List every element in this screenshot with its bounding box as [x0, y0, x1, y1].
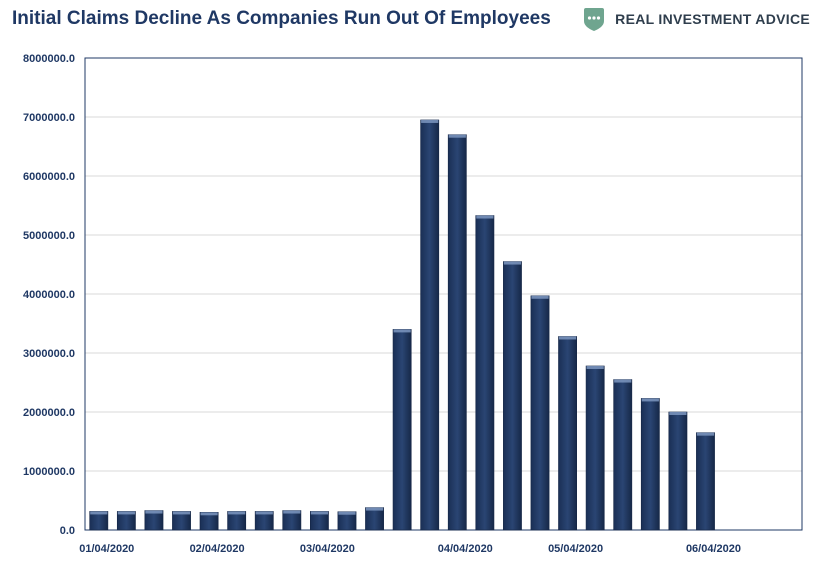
- ellipsis-badge-icon: [584, 8, 605, 31]
- y-tick-label: 1000000.0: [23, 466, 75, 478]
- bar-highlight: [476, 215, 494, 219]
- bar-highlight: [641, 398, 659, 402]
- bars: [89, 119, 715, 531]
- bar-highlight: [117, 511, 135, 515]
- brand-logo-group: REAL INVESTMENT ADVICE: [581, 6, 810, 32]
- bar: [613, 379, 633, 531]
- y-tick-label: 7000000.0: [23, 112, 75, 124]
- bar: [558, 336, 577, 531]
- bar-highlight: [283, 510, 301, 514]
- bar-highlight: [145, 510, 163, 514]
- bar-highlight: [90, 511, 108, 515]
- y-axis-ticks: 0.0 1000000.0 2000000.0 3000000.0 4000000.0 5…: [23, 53, 75, 537]
- x-tick-label: 05/04/2020: [548, 543, 603, 555]
- brand-name: REAL INVESTMENT ADVICE: [615, 11, 810, 27]
- bar: [420, 119, 440, 531]
- bar: [475, 215, 495, 531]
- bar-highlight: [228, 511, 246, 515]
- y-tick-label: 2000000.0: [23, 407, 75, 419]
- bar-highlight: [586, 365, 604, 369]
- y-tick-label: 3000000.0: [23, 348, 75, 360]
- x-tick-label: 06/04/2020: [686, 543, 741, 555]
- bar: [503, 261, 522, 531]
- bar: [447, 134, 467, 531]
- bar-highlight: [448, 134, 466, 138]
- bar-highlight: [669, 412, 687, 415]
- bar: [392, 329, 412, 531]
- y-tick-label: 8000000.0: [23, 53, 75, 65]
- bar: [365, 507, 384, 531]
- bar-highlight: [172, 511, 191, 515]
- y-tick-label: 5000000.0: [23, 230, 75, 242]
- bar: [668, 411, 688, 531]
- bar: [530, 295, 550, 531]
- y-tick-label: 6000000.0: [23, 171, 75, 183]
- bar-highlight: [421, 119, 439, 123]
- x-axis-ticks: 01/04/2020 02/04/2020 03/04/2020 04/04/2020…: [79, 543, 741, 555]
- bar-highlight: [696, 432, 715, 436]
- x-tick-label: 04/04/2020: [438, 543, 493, 555]
- bar-highlight: [503, 261, 522, 265]
- bar-highlight: [531, 295, 549, 299]
- bar-highlight: [365, 507, 384, 511]
- bar-highlight: [614, 379, 632, 383]
- bar: [640, 398, 660, 531]
- bar-highlight: [338, 511, 356, 515]
- x-tick-label: 01/04/2020: [79, 543, 134, 555]
- y-tick-label: 4000000.0: [23, 289, 75, 301]
- x-tick-label: 03/04/2020: [300, 543, 355, 555]
- bar-highlight: [558, 336, 577, 340]
- gridlines: [85, 116, 802, 472]
- page-title: Initial Claims Decline As Companies Run …: [12, 8, 551, 29]
- bar-highlight: [393, 329, 411, 333]
- bar: [585, 365, 605, 531]
- bar-highlight: [200, 512, 218, 516]
- x-tick-label: 02/04/2020: [190, 543, 245, 555]
- bar-highlight: [310, 511, 329, 515]
- y-tick-label: 0.0: [60, 525, 75, 537]
- plot-area-frame: [84, 57, 803, 531]
- bar-highlight: [255, 511, 273, 515]
- bar: [696, 432, 715, 531]
